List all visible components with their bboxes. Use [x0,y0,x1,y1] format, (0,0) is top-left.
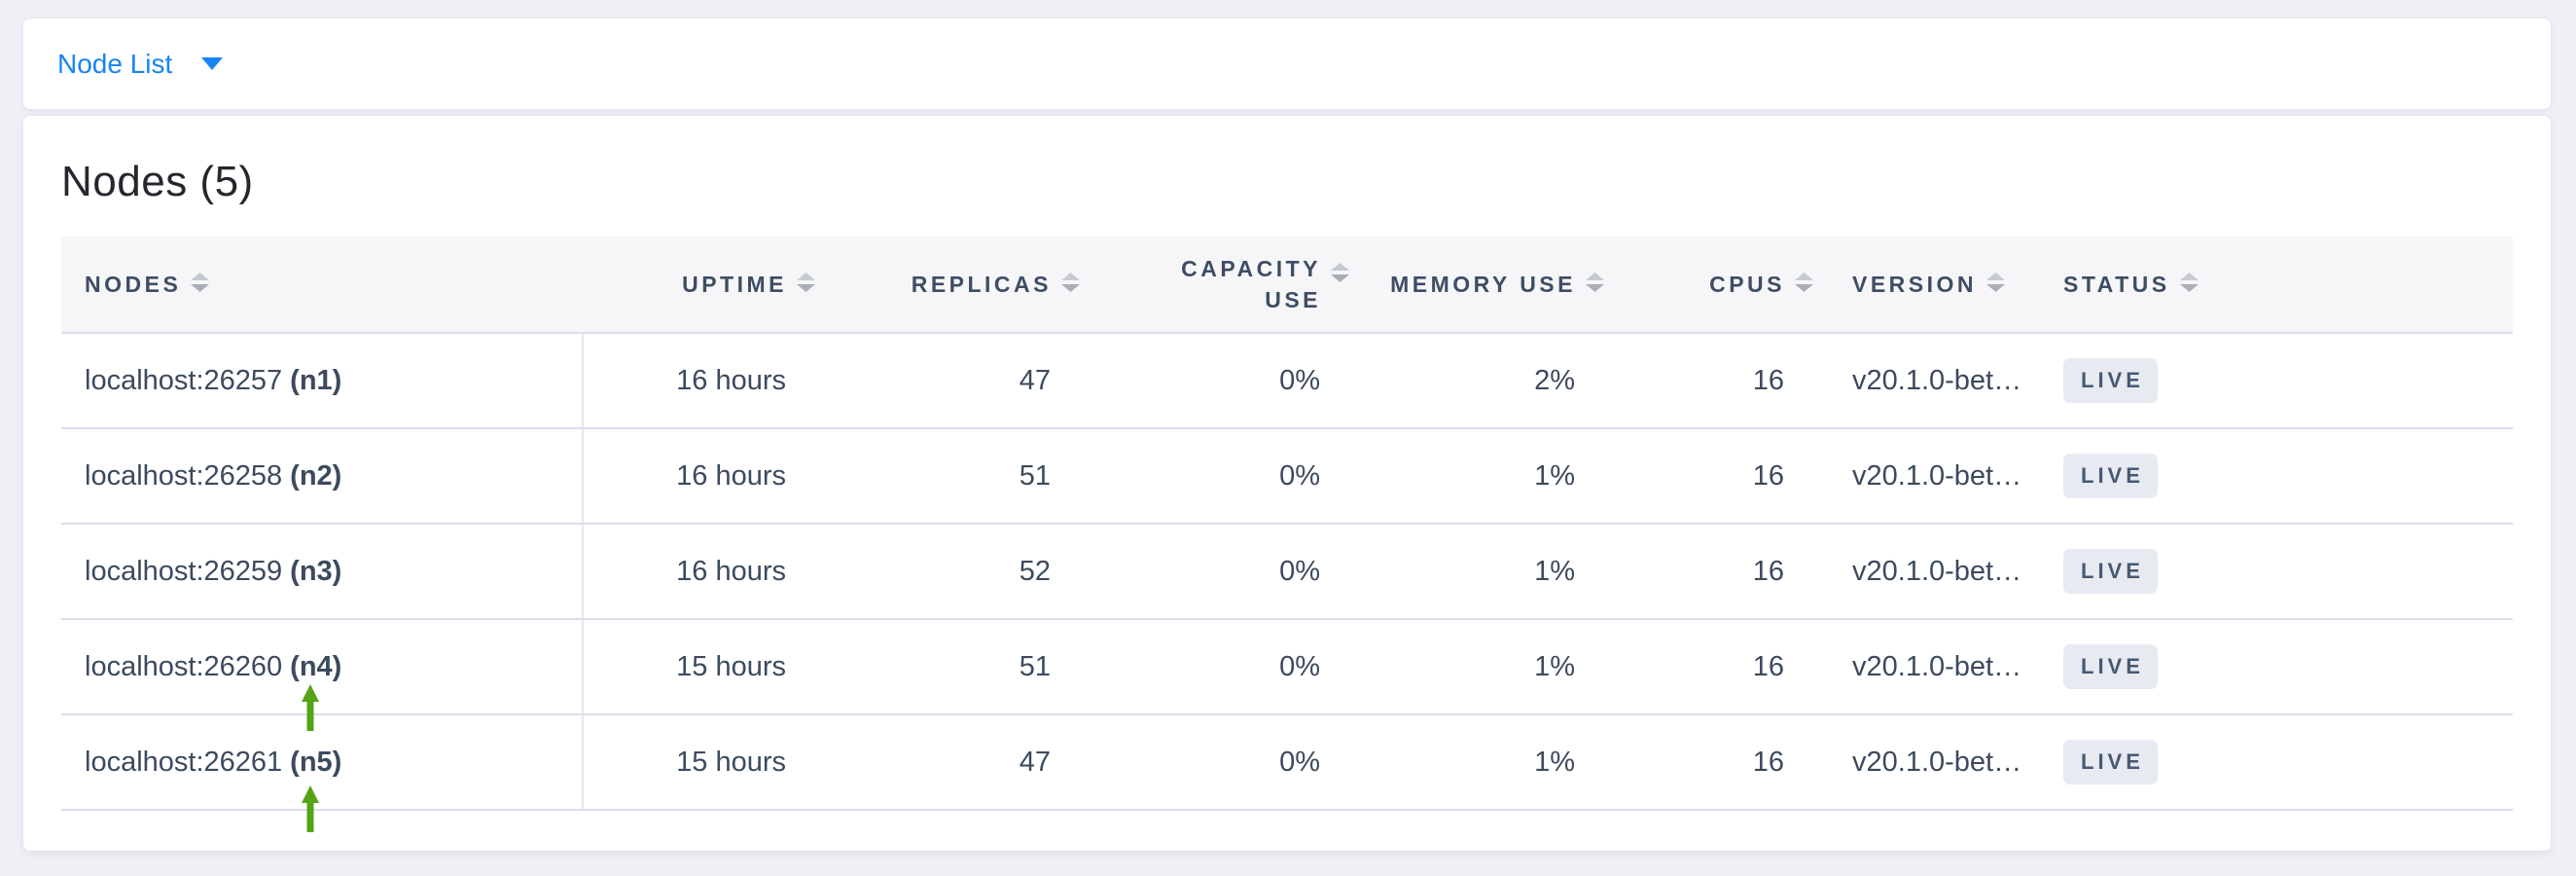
column-header-label: MEMORY USE [1390,271,1576,297]
cell-capacity-use: 0% [1279,746,1320,778]
cell-status: LIVE [2040,715,2513,809]
column-header-version[interactable]: VERSION [1817,237,2040,332]
cell-status: LIVE [2040,525,2513,618]
node-id: (n5) [290,746,342,778]
cell-uptime: 16 hours [676,364,786,396]
cell-node-name[interactable]: localhost:26260 (n4) [61,620,584,713]
cell-status: LIVE [2040,334,2513,427]
sort-icon [1331,262,1349,288]
table-row: localhost:26258 (n2) 16 hours 51 0% 1% 16… [61,429,2513,525]
status-badge: LIVE [2063,549,2158,594]
cell-capacity-use: 0% [1279,555,1320,587]
cell-replicas: 47 [1019,746,1051,778]
cell-cpus: 16 [1752,555,1784,587]
nodes-table: NODES UPTIME REPLICAS CAPACITY USE MEMOR… [61,237,2513,811]
cell-memory-use: 1% [1534,746,1575,778]
view-dropdown[interactable]: Node List [57,48,224,80]
node-id: (n1) [290,364,342,396]
cell-version: v20.1.0-bet… [1852,364,2022,396]
cell-node-name[interactable]: localhost:26259 (n3) [61,525,584,618]
sort-icon [1986,272,2006,298]
cell-uptime: 16 hours [676,555,786,587]
cell-memory-use: 1% [1534,459,1575,492]
view-dropdown-label: Node List [57,48,173,79]
table-row: localhost:26261 (n5) 15 hours 47 0% 1% 16… [61,715,2513,811]
column-header-label: STATUS [2063,271,2170,297]
column-header-memory-use[interactable]: MEMORY USE [1353,237,1608,332]
cell-version: v20.1.0-bet… [1852,459,2022,492]
cell-capacity-use: 0% [1279,364,1320,396]
status-badge: LIVE [2063,358,2158,403]
cell-node-name[interactable]: localhost:26261 (n5) [61,715,584,809]
view-switcher-bar: Node List [22,18,2552,110]
cell-replicas: 51 [1019,459,1051,492]
cell-node-name[interactable]: localhost:26258 (n2) [61,429,584,523]
status-badge: LIVE [2063,454,2158,498]
status-badge: LIVE [2063,644,2158,689]
column-header-label: VERSION [1852,271,1978,297]
cell-replicas: 52 [1019,555,1051,587]
sort-icon [191,272,210,298]
table-row: localhost:26257 (n1) 16 hours 47 0% 2% 16… [61,334,2513,429]
column-header-capacity-use[interactable]: CAPACITY USE [1084,237,1353,332]
caret-down-icon [201,57,224,70]
cell-cpus: 16 [1752,746,1784,778]
sort-icon [1586,272,1604,298]
cell-node-name[interactable]: localhost:26257 (n1) [61,334,584,427]
green-up-arrow-n5-icon [302,785,319,832]
column-header-label: REPLICAS [911,271,1052,297]
page-title: Nodes (5) [61,158,254,205]
column-header-label: CAPACITY USE [1181,256,1321,312]
status-badge: LIVE [2063,740,2158,785]
sort-icon [2179,272,2199,298]
column-header-label: CPUS [1709,271,1785,297]
cell-version: v20.1.0-bet… [1852,746,2022,778]
cell-uptime: 15 hours [676,746,786,778]
node-id: (n3) [290,555,342,587]
nodes-card: Nodes (5) NODES UPTIME REPLICAS CAPACITY… [22,115,2552,852]
cell-memory-use: 2% [1534,364,1575,396]
column-header-replicas[interactable]: REPLICAS [819,237,1084,332]
column-header-status[interactable]: STATUS [2040,237,2513,332]
cell-replicas: 51 [1019,650,1051,682]
table-row: localhost:26260 (n4) 15 hours 51 0% 1% 16… [61,620,2513,715]
column-header-label: NODES [85,271,182,297]
cell-cpus: 16 [1752,459,1784,492]
green-up-arrow-n4-icon [302,684,319,731]
cell-memory-use: 1% [1534,650,1575,682]
cell-status: LIVE [2040,620,2513,713]
node-id: (n2) [290,459,342,492]
sort-icon [797,272,815,298]
column-header-cpus[interactable]: CPUS [1608,237,1817,332]
sort-icon [1795,272,1813,298]
node-id: (n4) [290,650,342,682]
cell-replicas: 47 [1019,364,1051,396]
column-header-label: UPTIME [682,271,787,297]
cell-cpus: 16 [1752,650,1784,682]
column-header-uptime[interactable]: UPTIME [584,237,819,332]
cell-memory-use: 1% [1534,555,1575,587]
cell-cpus: 16 [1752,364,1784,396]
cell-uptime: 16 hours [676,459,786,492]
cell-uptime: 15 hours [676,650,786,682]
table-header-row: NODES UPTIME REPLICAS CAPACITY USE MEMOR… [61,237,2513,334]
cell-version: v20.1.0-bet… [1852,650,2022,682]
table-row: localhost:26259 (n3) 16 hours 52 0% 1% 16… [61,525,2513,620]
column-header-nodes[interactable]: NODES [61,237,584,332]
cell-capacity-use: 0% [1279,650,1320,682]
cell-version: v20.1.0-bet… [1852,555,2022,587]
cell-capacity-use: 0% [1279,459,1320,492]
sort-icon [1061,272,1080,298]
cell-status: LIVE [2040,429,2513,523]
